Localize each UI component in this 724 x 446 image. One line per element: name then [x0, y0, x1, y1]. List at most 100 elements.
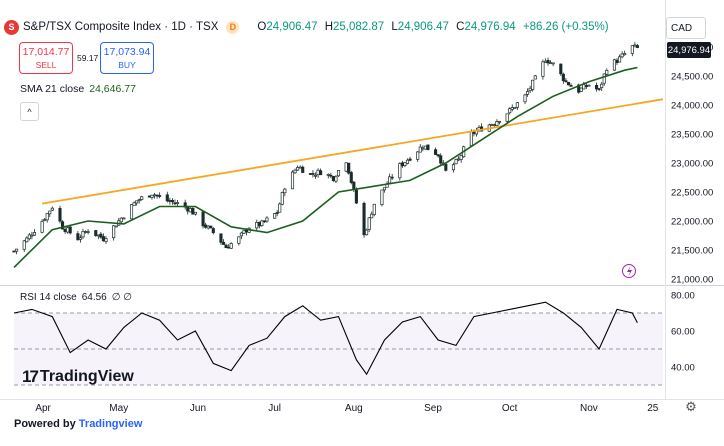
candle-body — [170, 199, 174, 203]
candle-body — [68, 226, 72, 234]
candle-body — [618, 56, 622, 63]
candle-body — [66, 227, 70, 233]
candle-body — [457, 158, 461, 161]
sell-price: 17,014.77 — [22, 46, 70, 58]
candle-body — [541, 61, 545, 77]
candle-body — [510, 107, 514, 110]
candle-body — [329, 174, 333, 177]
candle-body — [112, 225, 116, 239]
candle-body — [316, 169, 320, 176]
footer-brand-link[interactable]: Tradingview — [78, 418, 143, 430]
candle-body — [405, 159, 410, 164]
candle-body — [257, 221, 261, 227]
candle-body — [168, 200, 172, 202]
candle-body — [101, 236, 105, 242]
candle-body — [219, 233, 223, 243]
price-axis-label: 22,000.00 — [671, 217, 713, 228]
candle-body — [140, 196, 144, 200]
candle-body — [390, 176, 394, 179]
candle-body — [206, 225, 210, 229]
candle-body — [615, 59, 619, 63]
rsi-line[interactable] — [13, 301, 638, 376]
candle-body — [551, 62, 555, 65]
candle-body — [605, 69, 609, 75]
candle-body — [137, 199, 141, 202]
pane-separator — [0, 285, 724, 286]
tradingview-logo-icon: 17 — [22, 367, 39, 386]
sma-legend[interactable]: SMA 21 close 24,646.77 — [20, 83, 136, 95]
candle-body — [526, 91, 530, 95]
candle-body — [331, 175, 335, 181]
candle-body — [283, 188, 287, 194]
sell-button[interactable]: 17,014.77 SELL — [19, 42, 73, 74]
candle-body — [265, 217, 269, 222]
candle-body — [12, 250, 16, 253]
candle-body — [584, 85, 588, 88]
candle-body — [313, 174, 318, 177]
candle-body — [104, 238, 108, 242]
candle-body — [211, 228, 215, 234]
candle-body — [566, 81, 571, 86]
candle-body — [569, 85, 573, 87]
symbol-legend[interactable]: S S&P/TSX Composite Index · 1D · TSX D O… — [4, 18, 609, 36]
symbol-title[interactable]: S&P/TSX Composite Index · 1D · TSX — [23, 21, 219, 33]
candle-body — [531, 79, 535, 90]
candle-body — [523, 94, 527, 103]
lightning-icon[interactable] — [622, 264, 636, 278]
candle-body — [612, 59, 617, 71]
candle-body — [201, 211, 205, 227]
candle-body — [83, 231, 88, 233]
candle-body — [408, 158, 412, 161]
price-axis-label: 23,500.00 — [671, 130, 713, 141]
candle-body — [349, 172, 353, 183]
settings-icon[interactable]: ⚙ — [685, 399, 697, 414]
rsi-axis-label: 60.00 — [671, 327, 695, 338]
candle-body — [229, 243, 233, 249]
candle-body — [60, 221, 65, 230]
candle-body — [597, 88, 601, 90]
candle-body — [623, 53, 627, 56]
candle-body — [193, 211, 197, 215]
rsi-axis-label: 40.00 — [671, 363, 695, 374]
candle-body — [602, 73, 606, 84]
candle-body — [186, 207, 190, 212]
delayed-data-icon[interactable]: D — [226, 20, 240, 34]
candle-body — [188, 208, 192, 213]
rsi-legend[interactable]: RSI 14 close 64.56 ∅ ∅ — [20, 292, 132, 303]
candle-body — [260, 220, 264, 227]
time-axis-label: Jul — [268, 403, 281, 414]
sma-value: 24,646.77 — [89, 83, 136, 95]
buy-price: 17,073.94 — [103, 46, 151, 58]
candle-body — [559, 63, 563, 75]
candle-body — [416, 151, 420, 160]
candle-body — [454, 159, 458, 165]
trendline[interactable] — [41, 98, 664, 205]
candle-body — [237, 236, 241, 244]
currency-selector[interactable]: CAD — [666, 17, 706, 39]
candle-body — [175, 202, 180, 204]
candle-body — [311, 173, 315, 175]
candle-body — [165, 194, 169, 202]
sma-21-line[interactable] — [13, 66, 638, 268]
chevron-up-icon[interactable]: ^ — [20, 102, 39, 121]
candle-body — [336, 170, 341, 177]
candle-body — [30, 234, 34, 237]
price-axis-label: 24,000.00 — [671, 101, 713, 112]
candle-body — [515, 102, 519, 108]
tradingview-watermark[interactable]: 17 TradingView — [22, 367, 134, 387]
candle-body — [546, 60, 550, 64]
ohlc-open: 24,906.47 — [266, 21, 318, 33]
price-axis-label: 22,500.00 — [671, 188, 713, 199]
candle-body — [296, 167, 300, 171]
candle-body — [81, 230, 85, 238]
buy-button[interactable]: 17,073.94 BUY — [100, 42, 154, 74]
candle-body — [48, 210, 52, 215]
sma-label: SMA 21 close — [20, 83, 85, 95]
candle-body — [25, 237, 29, 243]
candle-body — [132, 202, 136, 206]
candle-body — [528, 87, 532, 91]
candle-body — [434, 149, 438, 155]
candle-body — [27, 234, 31, 240]
